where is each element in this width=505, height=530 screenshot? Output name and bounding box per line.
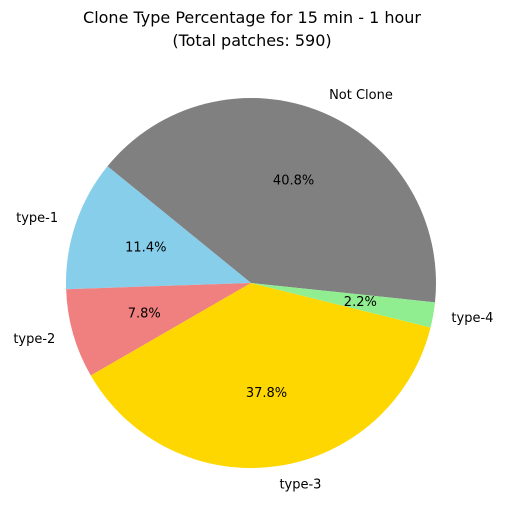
pie-slice-type-2 bbox=[66, 283, 252, 376]
pie-labels: Not Clone 40.8% type-1 11.4% type-2 7.8% type-… bbox=[13, 88, 493, 492]
slice-percent-type-3: 37.8% bbox=[246, 386, 287, 401]
slice-label-type-1: type-1 bbox=[16, 211, 58, 226]
pie-slice-not-clone bbox=[107, 98, 436, 303]
slice-percent-not-clone: 40.8% bbox=[273, 173, 314, 188]
pie-slices bbox=[66, 98, 436, 468]
slice-label-type-2: type-2 bbox=[13, 332, 55, 347]
slice-label-not-clone: Not Clone bbox=[329, 88, 393, 103]
pie-slice-type-4 bbox=[251, 283, 435, 328]
slice-percent-type-4: 2.2% bbox=[344, 295, 377, 310]
slice-percent-type-2: 7.8% bbox=[128, 307, 161, 322]
chart-title-line-2: (Total patches: 590) bbox=[172, 31, 331, 50]
chart-title-line-1: Clone Type Percentage for 15 min - 1 hou… bbox=[83, 8, 421, 27]
slice-percent-type-1: 11.4% bbox=[125, 241, 166, 256]
pie-slice-type-3 bbox=[90, 283, 431, 468]
slice-label-type-3: type-3 bbox=[279, 477, 321, 492]
pie-slice-type-1 bbox=[66, 166, 251, 290]
slice-label-type-4: type-4 bbox=[451, 311, 493, 326]
